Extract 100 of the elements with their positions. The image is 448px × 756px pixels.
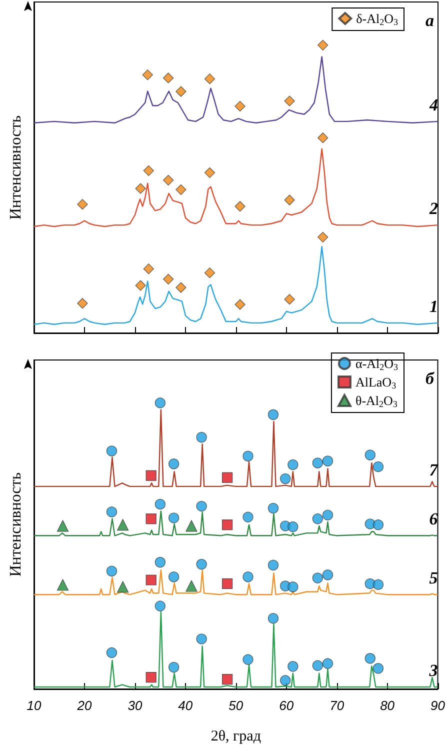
point (372, 461, 384, 472)
point (168, 512, 180, 524)
point (318, 232, 328, 242)
point (56, 520, 69, 532)
point (372, 519, 384, 530)
point (196, 558, 207, 570)
point (242, 572, 254, 582)
point (196, 500, 207, 512)
point (268, 613, 279, 624)
point (143, 165, 154, 176)
point (146, 470, 156, 481)
point (312, 572, 323, 584)
point (318, 132, 328, 144)
point (154, 398, 166, 408)
x-tick-label: 70 (330, 698, 345, 713)
point (288, 661, 298, 672)
point (163, 174, 174, 186)
text: б (426, 369, 436, 388)
point (154, 600, 166, 612)
x-tick-label: 90 (430, 698, 446, 713)
point (234, 299, 246, 310)
point (135, 280, 146, 291)
point (143, 264, 154, 274)
point (284, 96, 295, 106)
point (204, 167, 216, 178)
point (288, 459, 298, 470)
point (117, 581, 129, 593)
text: а (426, 11, 434, 30)
point (280, 473, 291, 484)
point (268, 502, 279, 514)
point (242, 450, 254, 462)
series-label: 5 (429, 568, 438, 588)
x-tick-label: 50 (228, 698, 244, 713)
point (176, 86, 186, 97)
point (322, 658, 334, 669)
point (322, 570, 334, 580)
series-label: 1 (430, 296, 438, 316)
point (284, 294, 295, 305)
y-axis-title: Интенсивность (8, 472, 24, 577)
point (106, 506, 118, 518)
point (318, 40, 328, 50)
point (56, 579, 69, 591)
point (312, 513, 323, 524)
point (204, 74, 216, 84)
point (186, 580, 198, 592)
point (234, 201, 246, 212)
point (242, 654, 254, 665)
point (268, 560, 279, 570)
point (222, 472, 233, 483)
point (372, 663, 384, 674)
x-tick-label: 80 (380, 698, 396, 713)
point (222, 519, 233, 530)
series-label: 2 (428, 199, 438, 218)
point (364, 653, 376, 664)
point (312, 458, 323, 468)
point (186, 520, 198, 532)
x-tick-label: 60 (279, 698, 294, 713)
point (322, 456, 334, 466)
point (222, 578, 233, 590)
point (135, 183, 146, 194)
point (364, 450, 376, 460)
point (163, 72, 174, 84)
point (176, 282, 186, 293)
point (77, 298, 88, 309)
point (312, 660, 323, 671)
point (168, 458, 180, 470)
x-tick-label: 40 (178, 698, 194, 713)
point (146, 672, 156, 683)
point (168, 662, 180, 673)
point (196, 432, 207, 443)
x-axis-title: 2θ, град (210, 728, 262, 744)
point (106, 647, 118, 658)
point (284, 194, 295, 206)
point (146, 513, 156, 524)
point (163, 274, 174, 284)
point (146, 574, 156, 586)
point (106, 446, 118, 456)
point (280, 675, 291, 686)
point (176, 184, 186, 195)
point (196, 634, 207, 644)
point (142, 70, 153, 80)
x-tick-label: 10 (26, 698, 42, 713)
point (117, 518, 129, 531)
point (154, 498, 166, 510)
y-axis-title: Интенсивность (8, 115, 24, 220)
point (77, 199, 88, 210)
point (222, 674, 233, 685)
point (372, 579, 384, 590)
point (204, 268, 216, 278)
point (322, 510, 334, 520)
point (234, 100, 246, 112)
point (154, 556, 166, 568)
point (106, 566, 118, 576)
x-tick-label: 20 (76, 698, 92, 713)
point (288, 582, 298, 592)
series-label: 3 (428, 660, 438, 680)
point (268, 409, 279, 420)
point (168, 572, 180, 582)
series-label: 6 (429, 510, 438, 529)
point (242, 512, 254, 522)
